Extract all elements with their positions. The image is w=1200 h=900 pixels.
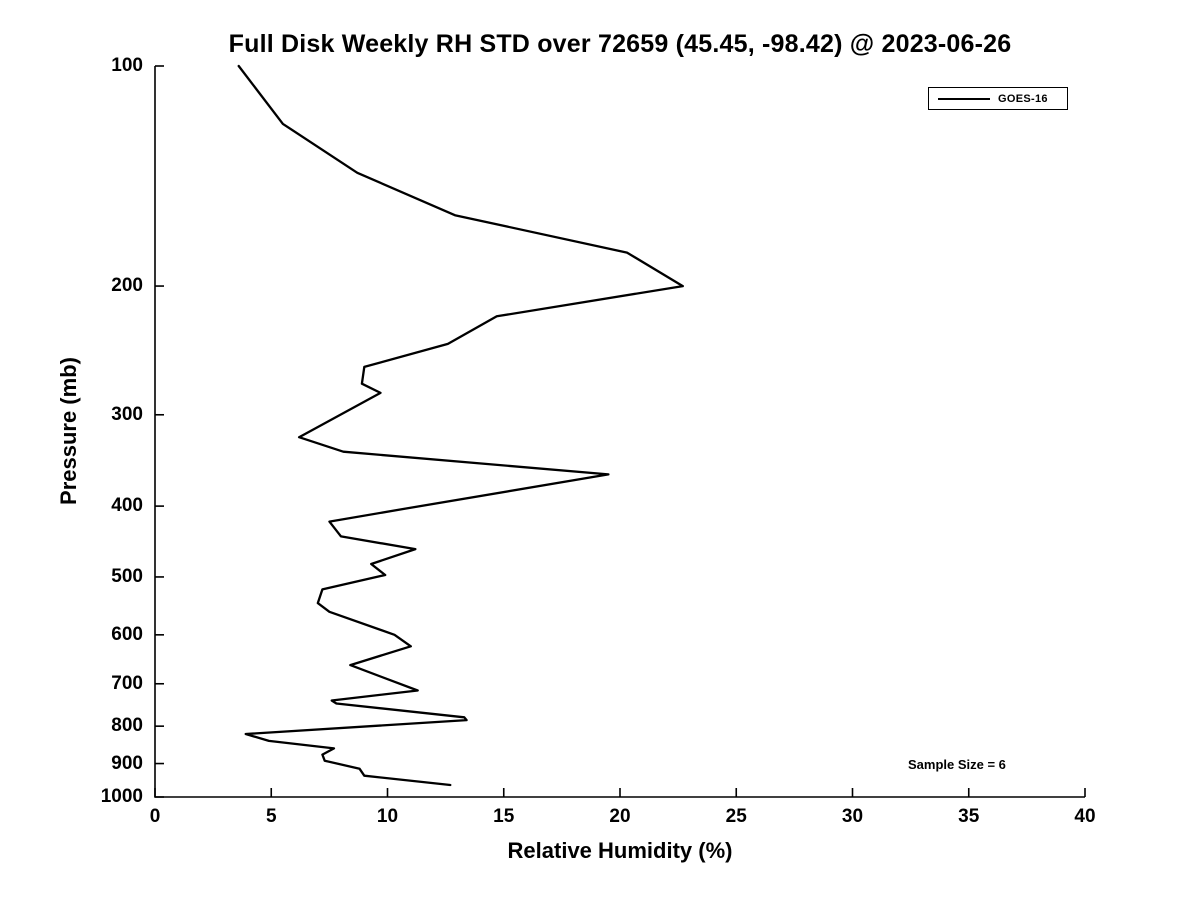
axes	[154, 65, 1086, 798]
x-axis-label: Relative Humidity (%)	[507, 838, 733, 863]
legend-label: GOES-16	[998, 92, 1048, 105]
goes16-line	[237, 64, 684, 787]
chart-title: Full Disk Weekly RH STD over 72659 (45.4…	[228, 30, 1012, 58]
sample-size-annotation: Sample Size = 6	[908, 757, 1006, 772]
legend-line-icon	[938, 97, 990, 100]
legend: GOES-16	[928, 87, 1068, 110]
